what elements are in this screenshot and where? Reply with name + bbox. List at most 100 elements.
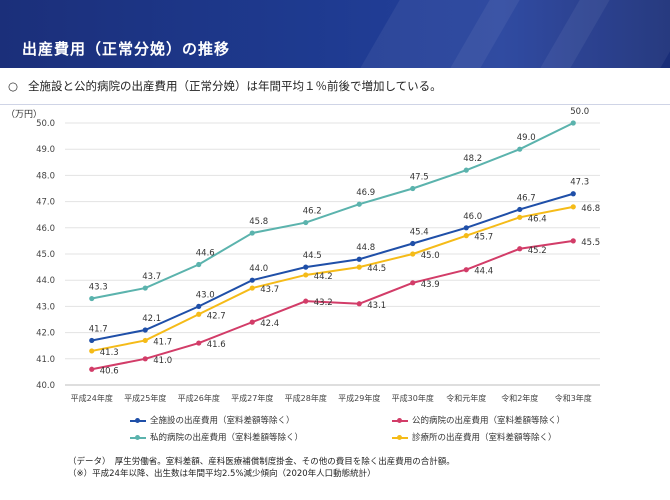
- y-tick-label: 41.0: [36, 355, 55, 365]
- series-line-public: [91, 239, 574, 371]
- page-title: 出産費用（正常分娩）の推移: [22, 40, 231, 58]
- data-point-public: [89, 366, 95, 372]
- data-point-clinic: [570, 204, 576, 210]
- data-label-clinic: 45.7: [474, 233, 493, 243]
- data-point-public: [410, 280, 416, 286]
- data-label-private: 45.8: [249, 217, 268, 227]
- legend-label-clinic: 診療所の出産費用（室料差額等除く）: [412, 433, 557, 443]
- data-label-all: 45.4: [410, 228, 429, 238]
- label-layer: 41.7 42.1 43.0 44.0 44.5 44.8 45.4 46.0 46.7 47.3…: [89, 107, 600, 376]
- data-label-all: 44.8: [356, 243, 375, 253]
- title-banner: 出産費用（正常分娩）の推移: [0, 0, 670, 68]
- x-tick-label: 平成28年度: [285, 393, 327, 403]
- data-label-clinic: 44.5: [367, 264, 386, 274]
- data-label-private: 48.2: [463, 154, 482, 164]
- data-label-all: 42.1: [142, 314, 161, 324]
- legend-marker-clinic: [392, 434, 408, 440]
- line-chart: （万円） 40.0 41.0 42.0 43.0 44.0 45.0 46.0 47.0 48.0…: [6, 107, 600, 403]
- data-label-all: 47.3: [570, 178, 589, 188]
- x-tick-label: 令和3年度: [555, 393, 592, 403]
- note-birth-trend: （※）平成24年以降、出生数は年間平均2.5%減少傾向（2020年人口動態統計）: [68, 469, 376, 479]
- notes: （データ） 厚生労働省。室料差額、産科医療補償制度掛金、その他の費目を除く出産費…: [68, 456, 455, 480]
- data-label-clinic: 46.8: [581, 204, 600, 214]
- x-tick-label: 平成27年度: [231, 393, 273, 403]
- x-tick-label: 令和2年度: [501, 393, 538, 403]
- data-label-clinic: 44.2: [314, 272, 333, 282]
- data-label-all: 43.0: [196, 290, 215, 300]
- data-label-public: 41.0: [153, 356, 172, 366]
- legend-marker-all: [130, 417, 146, 423]
- data-label-all: 41.7: [89, 324, 108, 334]
- summary-line: ○ 全施設と公的病院の出産費用（正常分娩）は年間平均１％前後で増加している。: [8, 78, 662, 100]
- data-label-public: 40.6: [100, 366, 119, 376]
- data-label-private: 44.6: [196, 248, 215, 258]
- data-label-clinic: 46.4: [528, 214, 547, 224]
- data-label-clinic: 42.7: [207, 311, 226, 321]
- y-tick-label: 47.0: [36, 198, 55, 208]
- data-point-public: [196, 340, 202, 346]
- legend-item-clinic: 診療所の出産費用（室料差額等除く）: [392, 432, 557, 445]
- data-point-all: [517, 206, 523, 213]
- summary-bullet: ○: [8, 79, 19, 93]
- x-tick-label: 平成29年度: [338, 393, 380, 403]
- data-label-public: 41.6: [207, 340, 226, 350]
- data-point-private: [463, 167, 469, 173]
- data-point-clinic: [249, 285, 255, 291]
- data-point-all: [570, 191, 576, 197]
- data-point-clinic: [196, 311, 202, 317]
- data-label-clinic: 45.0: [421, 251, 440, 261]
- series-layer: [89, 120, 576, 372]
- data-label-all: 44.5: [303, 251, 322, 261]
- data-label-private: 47.5: [410, 173, 429, 183]
- data-point-clinic: [142, 337, 148, 344]
- data-point-clinic: [356, 264, 362, 270]
- data-label-public: 44.4: [474, 267, 493, 277]
- data-label-private: 43.3: [89, 283, 108, 293]
- note-data-source: （データ） 厚生労働省。室料差額、産科医療補償制度掛金、その他の費目を除く出産費…: [68, 457, 455, 467]
- data-label-all: 44.0: [249, 264, 268, 274]
- y-tick-label: 45.0: [36, 250, 55, 260]
- data-point-all: [463, 225, 469, 231]
- series-line-all: [91, 192, 574, 342]
- data-point-all: [410, 240, 416, 247]
- data-point-clinic: [517, 214, 523, 220]
- data-point-private: [570, 120, 576, 126]
- data-point-private: [303, 219, 309, 226]
- data-point-public: [303, 298, 309, 304]
- data-point-private: [517, 146, 523, 152]
- data-point-all: [303, 264, 309, 270]
- y-tick-label: 43.0: [36, 302, 55, 312]
- data-point-clinic: [463, 233, 469, 239]
- data-point-private: [249, 230, 255, 236]
- data-label-clinic: 41.7: [153, 337, 172, 347]
- data-point-public: [249, 319, 255, 325]
- data-point-private: [196, 261, 202, 268]
- data-point-clinic: [410, 251, 416, 257]
- y-tick-label: 48.0: [36, 171, 55, 181]
- series-line-private: [91, 122, 574, 300]
- data-point-all: [196, 303, 202, 309]
- data-point-private: [410, 185, 416, 192]
- x-tick-label: 令和元年度: [446, 393, 486, 403]
- axis-layer: （万円） 40.0 41.0 42.0 43.0 44.0 45.0 46.0 47.0 48.0…: [6, 109, 600, 403]
- data-label-clinic: 43.7: [260, 285, 279, 295]
- y-tick-label: 44.0: [36, 276, 55, 286]
- legend-label-all: 全施設の出産費用（室料差額等除く）: [150, 416, 295, 426]
- data-label-private: 46.2: [303, 207, 322, 217]
- data-point-all: [89, 337, 95, 344]
- summary-text: 全施設と公的病院の出産費用（正常分娩）は年間平均１％前後で増加している。: [28, 79, 442, 93]
- data-label-private: 49.0: [517, 133, 536, 143]
- x-tick-label: 平成24年度: [71, 393, 113, 403]
- y-tick-label: 49.0: [36, 145, 55, 155]
- data-label-private: 46.9: [356, 188, 375, 198]
- legend: 全施設の出産費用（室料差額等除く） 公的病院の出産費用（室料差額等除く） 私的病…: [130, 415, 650, 451]
- data-label-clinic: 41.3: [100, 348, 119, 358]
- data-point-private: [356, 201, 362, 207]
- grid-layer: [65, 122, 600, 386]
- y-tick-label: 46.0: [36, 224, 55, 234]
- x-tick-label: 平成30年度: [392, 393, 434, 403]
- data-label-private: 43.7: [142, 272, 161, 282]
- y-tick-label: 40.0: [36, 381, 55, 391]
- data-point-clinic: [303, 272, 309, 278]
- legend-item-public: 公的病院の出産費用（室料差額等除く）: [392, 415, 565, 428]
